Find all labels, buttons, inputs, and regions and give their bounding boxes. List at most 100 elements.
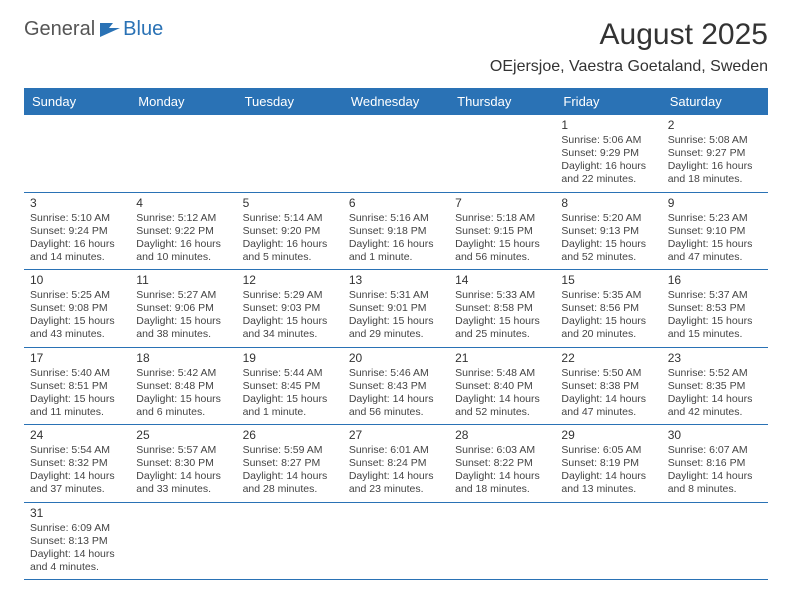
sunrise-text: Sunrise: 5:59 AM: [243, 444, 337, 457]
sunrise-text: Sunrise: 6:03 AM: [455, 444, 549, 457]
daylight-text: Daylight: 14 hours: [30, 470, 124, 483]
daylight-text: and 34 minutes.: [243, 328, 337, 341]
day-number: 14: [455, 273, 549, 288]
sunset-text: Sunset: 8:30 PM: [136, 457, 230, 470]
day-number: 23: [668, 351, 762, 366]
daylight-text: and 15 minutes.: [668, 328, 762, 341]
daylight-text: Daylight: 15 hours: [243, 315, 337, 328]
sunrise-text: Sunrise: 5:54 AM: [30, 444, 124, 457]
sunset-text: Sunset: 9:08 PM: [30, 302, 124, 315]
day-number: 31: [30, 506, 124, 521]
sunrise-text: Sunrise: 5:20 AM: [561, 212, 655, 225]
daylight-text: Daylight: 15 hours: [136, 393, 230, 406]
month-title: August 2025: [490, 18, 768, 52]
calendar-cell: 18Sunrise: 5:42 AMSunset: 8:48 PMDayligh…: [130, 347, 236, 425]
day-number: 15: [561, 273, 655, 288]
sunset-text: Sunset: 8:56 PM: [561, 302, 655, 315]
daylight-text: and 11 minutes.: [30, 406, 124, 419]
calendar-week-row: 24Sunrise: 5:54 AMSunset: 8:32 PMDayligh…: [24, 425, 768, 503]
sunrise-text: Sunrise: 5:48 AM: [455, 367, 549, 380]
calendar-cell: 24Sunrise: 5:54 AMSunset: 8:32 PMDayligh…: [24, 425, 130, 503]
calendar-cell: 23Sunrise: 5:52 AMSunset: 8:35 PMDayligh…: [662, 347, 768, 425]
sunrise-text: Sunrise: 6:01 AM: [349, 444, 443, 457]
sunrise-text: Sunrise: 6:07 AM: [668, 444, 762, 457]
sunrise-text: Sunrise: 5:50 AM: [561, 367, 655, 380]
sunset-text: Sunset: 8:38 PM: [561, 380, 655, 393]
daylight-text: Daylight: 15 hours: [243, 393, 337, 406]
day-number: 9: [668, 196, 762, 211]
sunset-text: Sunset: 8:53 PM: [668, 302, 762, 315]
sunset-text: Sunset: 8:51 PM: [30, 380, 124, 393]
calendar-cell: 31Sunrise: 6:09 AMSunset: 8:13 PMDayligh…: [24, 502, 130, 580]
sunrise-text: Sunrise: 5:37 AM: [668, 289, 762, 302]
daylight-text: Daylight: 16 hours: [668, 160, 762, 173]
daylight-text: Daylight: 14 hours: [243, 470, 337, 483]
sunset-text: Sunset: 8:45 PM: [243, 380, 337, 393]
daylight-text: Daylight: 16 hours: [30, 238, 124, 251]
daylight-text: Daylight: 16 hours: [136, 238, 230, 251]
daylight-text: Daylight: 15 hours: [30, 315, 124, 328]
sunset-text: Sunset: 9:13 PM: [561, 225, 655, 238]
day-number: 7: [455, 196, 549, 211]
sunset-text: Sunset: 9:18 PM: [349, 225, 443, 238]
day-number: 13: [349, 273, 443, 288]
daylight-text: and 28 minutes.: [243, 483, 337, 496]
weekday-header: Tuesday: [237, 88, 343, 115]
daylight-text: and 8 minutes.: [668, 483, 762, 496]
daylight-text: Daylight: 14 hours: [30, 548, 124, 561]
calendar-cell: 7Sunrise: 5:18 AMSunset: 9:15 PMDaylight…: [449, 192, 555, 270]
sunset-text: Sunset: 8:43 PM: [349, 380, 443, 393]
sunset-text: Sunset: 8:22 PM: [455, 457, 549, 470]
sunset-text: Sunset: 9:15 PM: [455, 225, 549, 238]
calendar-week-row: 10Sunrise: 5:25 AMSunset: 9:08 PMDayligh…: [24, 270, 768, 348]
calendar-cell: 10Sunrise: 5:25 AMSunset: 9:08 PMDayligh…: [24, 270, 130, 348]
day-number: 25: [136, 428, 230, 443]
day-number: 11: [136, 273, 230, 288]
daylight-text: and 47 minutes.: [668, 251, 762, 264]
day-number: 12: [243, 273, 337, 288]
calendar-week-row: 17Sunrise: 5:40 AMSunset: 8:51 PMDayligh…: [24, 347, 768, 425]
daylight-text: and 10 minutes.: [136, 251, 230, 264]
calendar-cell: 4Sunrise: 5:12 AMSunset: 9:22 PMDaylight…: [130, 192, 236, 270]
sunset-text: Sunset: 9:22 PM: [136, 225, 230, 238]
daylight-text: Daylight: 14 hours: [668, 470, 762, 483]
day-number: 4: [136, 196, 230, 211]
day-number: 2: [668, 118, 762, 133]
calendar-cell: [130, 502, 236, 580]
calendar-cell: 20Sunrise: 5:46 AMSunset: 8:43 PMDayligh…: [343, 347, 449, 425]
sunrise-text: Sunrise: 5:10 AM: [30, 212, 124, 225]
daylight-text: and 6 minutes.: [136, 406, 230, 419]
day-number: 28: [455, 428, 549, 443]
daylight-text: Daylight: 15 hours: [561, 238, 655, 251]
calendar-cell: 3Sunrise: 5:10 AMSunset: 9:24 PMDaylight…: [24, 192, 130, 270]
sunset-text: Sunset: 9:24 PM: [30, 225, 124, 238]
daylight-text: and 56 minutes.: [349, 406, 443, 419]
sunset-text: Sunset: 9:29 PM: [561, 147, 655, 160]
day-number: 20: [349, 351, 443, 366]
daylight-text: and 14 minutes.: [30, 251, 124, 264]
daylight-text: and 20 minutes.: [561, 328, 655, 341]
weekday-header-row: Sunday Monday Tuesday Wednesday Thursday…: [24, 88, 768, 115]
calendar-table: Sunday Monday Tuesday Wednesday Thursday…: [24, 88, 768, 580]
sunrise-text: Sunrise: 5:08 AM: [668, 134, 762, 147]
title-block: August 2025 OEjersjoe, Vaestra Goetaland…: [490, 18, 768, 76]
sunrise-text: Sunrise: 5:12 AM: [136, 212, 230, 225]
sunrise-text: Sunrise: 6:05 AM: [561, 444, 655, 457]
sunset-text: Sunset: 8:40 PM: [455, 380, 549, 393]
calendar-week-row: 31Sunrise: 6:09 AMSunset: 8:13 PMDayligh…: [24, 502, 768, 580]
daylight-text: Daylight: 15 hours: [455, 238, 549, 251]
sunrise-text: Sunrise: 5:31 AM: [349, 289, 443, 302]
daylight-text: Daylight: 14 hours: [561, 470, 655, 483]
weekday-header: Thursday: [449, 88, 555, 115]
daylight-text: Daylight: 15 hours: [668, 238, 762, 251]
calendar-cell: [449, 115, 555, 192]
sunrise-text: Sunrise: 5:57 AM: [136, 444, 230, 457]
sunset-text: Sunset: 9:01 PM: [349, 302, 443, 315]
day-number: 8: [561, 196, 655, 211]
daylight-text: and 37 minutes.: [30, 483, 124, 496]
sunrise-text: Sunrise: 5:35 AM: [561, 289, 655, 302]
day-number: 29: [561, 428, 655, 443]
daylight-text: Daylight: 15 hours: [561, 315, 655, 328]
daylight-text: Daylight: 15 hours: [668, 315, 762, 328]
day-number: 18: [136, 351, 230, 366]
